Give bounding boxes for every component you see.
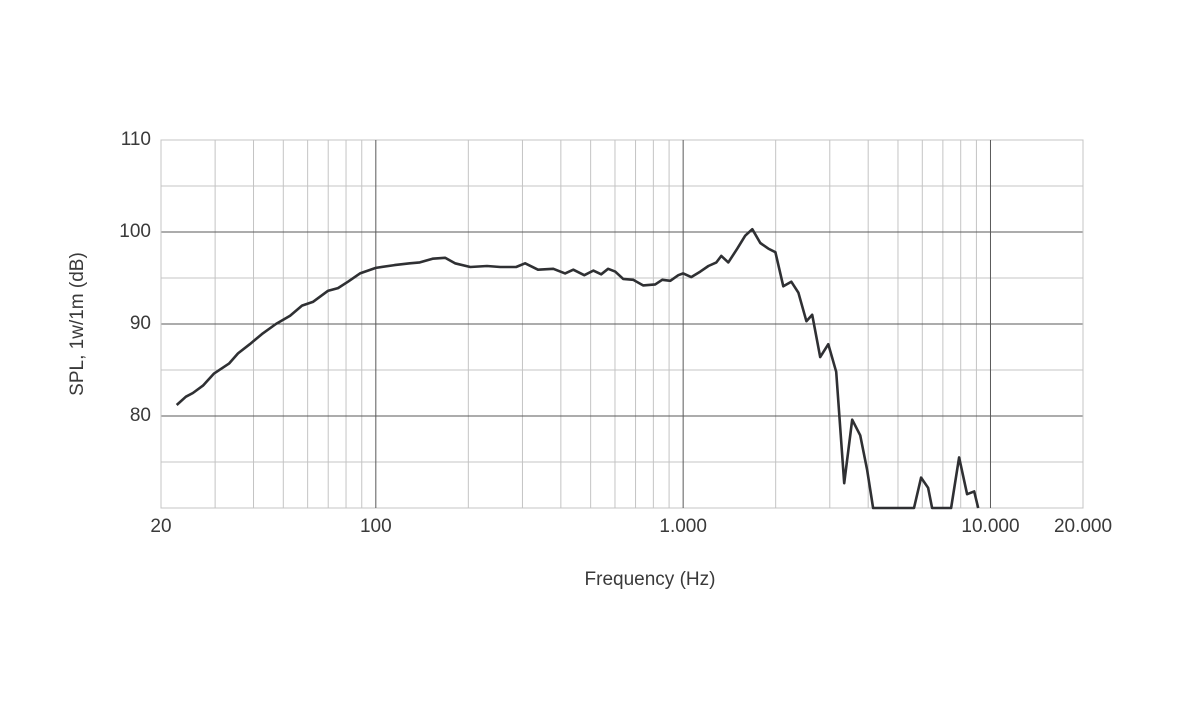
x-tick-label: 100 [360,516,392,537]
x-axis-title: Frequency (Hz) [585,569,716,590]
y-tick-label: 110 [121,129,151,150]
y-tick-label: 80 [130,405,151,426]
x-tick-label: 1.000 [659,516,707,537]
y-axis-title: SPL, 1w/1m (dB) [67,252,88,396]
x-tick-label: 10.000 [961,516,1019,537]
x-tick-label: 20 [150,516,171,537]
y-tick-label: 90 [130,313,151,334]
response-line [175,227,980,510]
x-tick-label: 20.000 [1054,516,1112,537]
y-tick-label: 100 [119,221,151,242]
